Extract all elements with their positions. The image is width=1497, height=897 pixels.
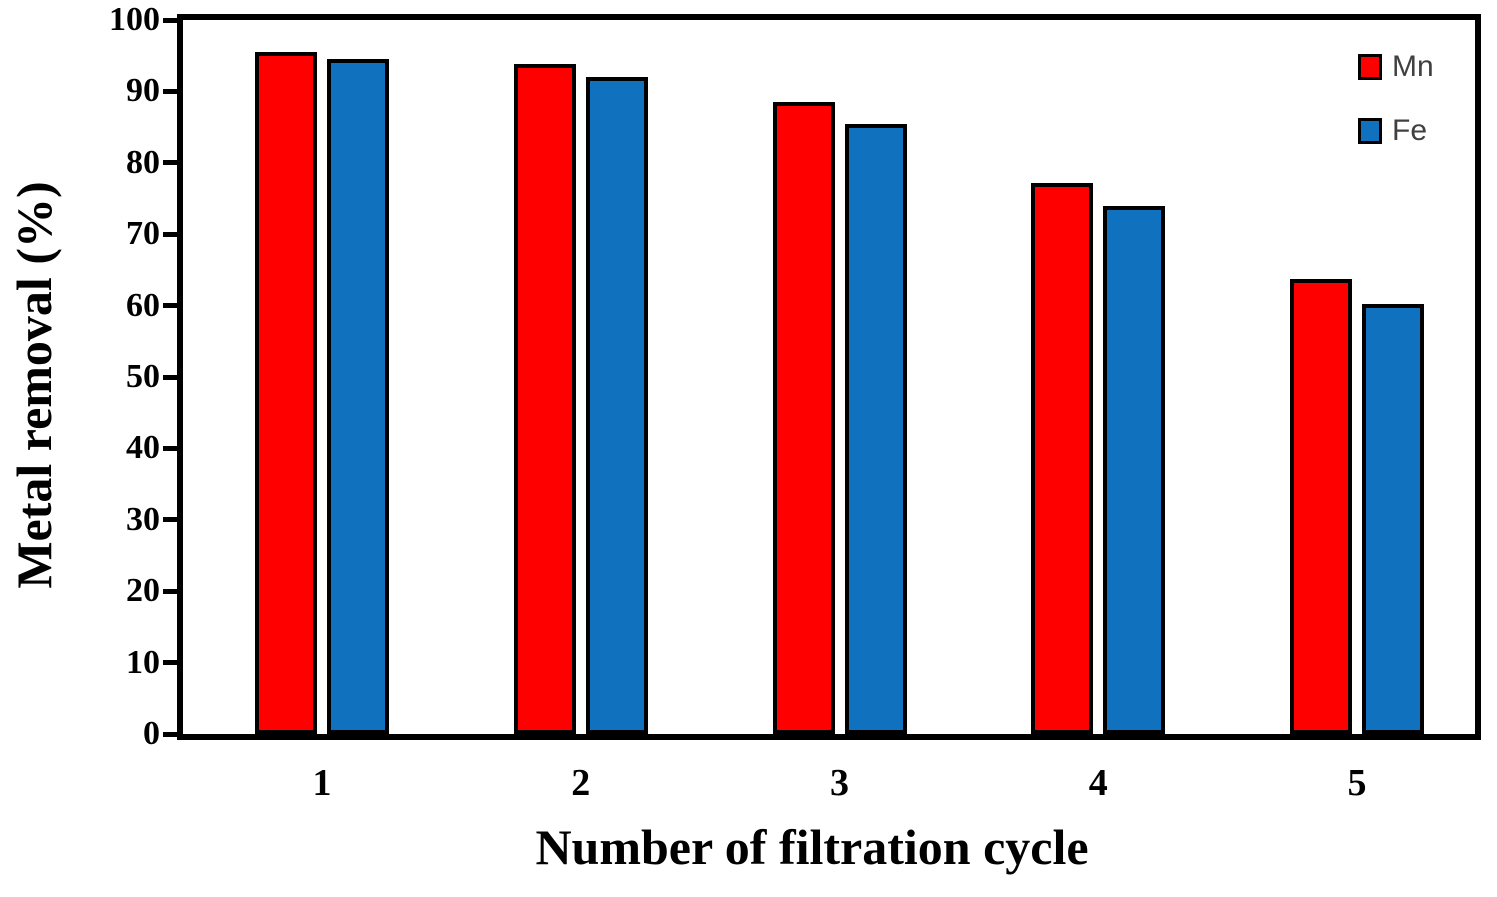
bars-layer — [183, 20, 1475, 734]
legend: Mn Fe — [1358, 52, 1434, 146]
bar-fe-cycle-4 — [1103, 205, 1166, 734]
x-tick-label: 2 — [571, 762, 591, 804]
y-tick-label: 30 — [126, 500, 160, 538]
y-tick-mark — [163, 660, 178, 666]
legend-item-mn: Mn — [1358, 52, 1434, 82]
y-tick-mark — [163, 588, 178, 594]
x-axis-title: Number of filtration cycle — [535, 819, 1089, 875]
legend-label: Mn — [1392, 50, 1434, 83]
y-tick-mark — [163, 88, 178, 94]
bar-mn-cycle-5 — [1290, 279, 1352, 734]
y-tick-mark — [163, 231, 178, 237]
x-tick-label: 5 — [1347, 762, 1367, 804]
y-tick-mark — [163, 374, 178, 380]
x-tick-label: 3 — [830, 762, 849, 804]
y-tick-label: 90 — [126, 72, 160, 110]
y-tick-mark — [163, 17, 178, 23]
y-tick-label: 70 — [126, 215, 160, 253]
y-tick-label: 80 — [126, 143, 160, 181]
legend-swatch-mn — [1358, 54, 1382, 80]
y-tick-label: 100 — [109, 1, 160, 38]
bar-mn-cycle-2 — [513, 64, 576, 734]
y-tick-mark — [163, 445, 178, 451]
bar-fe-cycle-5 — [1362, 304, 1424, 734]
bar-fe-cycle-3 — [844, 123, 907, 734]
x-tick-label: 1 — [312, 762, 332, 804]
legend-swatch-fe — [1358, 118, 1382, 144]
y-tick-mark — [163, 731, 178, 737]
bar-fe-cycle-2 — [585, 77, 648, 734]
legend-item-fe: Fe — [1358, 116, 1434, 146]
y-tick-mark — [163, 303, 178, 309]
y-tick-mark — [163, 160, 178, 166]
y-tick-label: 0 — [143, 715, 160, 752]
y-tick-label: 20 — [126, 572, 160, 610]
bar-mn-cycle-4 — [1031, 182, 1094, 734]
legend-label: Fe — [1392, 114, 1428, 147]
x-tick-label: 4 — [1088, 762, 1108, 804]
y-tick-label: 10 — [126, 643, 160, 681]
bar-fe-cycle-1 — [327, 59, 389, 734]
bar-mn-cycle-1 — [255, 52, 317, 734]
y-tick-label: 50 — [126, 358, 160, 395]
bar-mn-cycle-3 — [772, 102, 835, 734]
y-tick-mark — [163, 517, 178, 523]
y-tick-label: 40 — [126, 429, 160, 467]
y-axis-title: Metal removal (%) — [6, 181, 62, 589]
y-tick-label: 60 — [126, 286, 160, 324]
